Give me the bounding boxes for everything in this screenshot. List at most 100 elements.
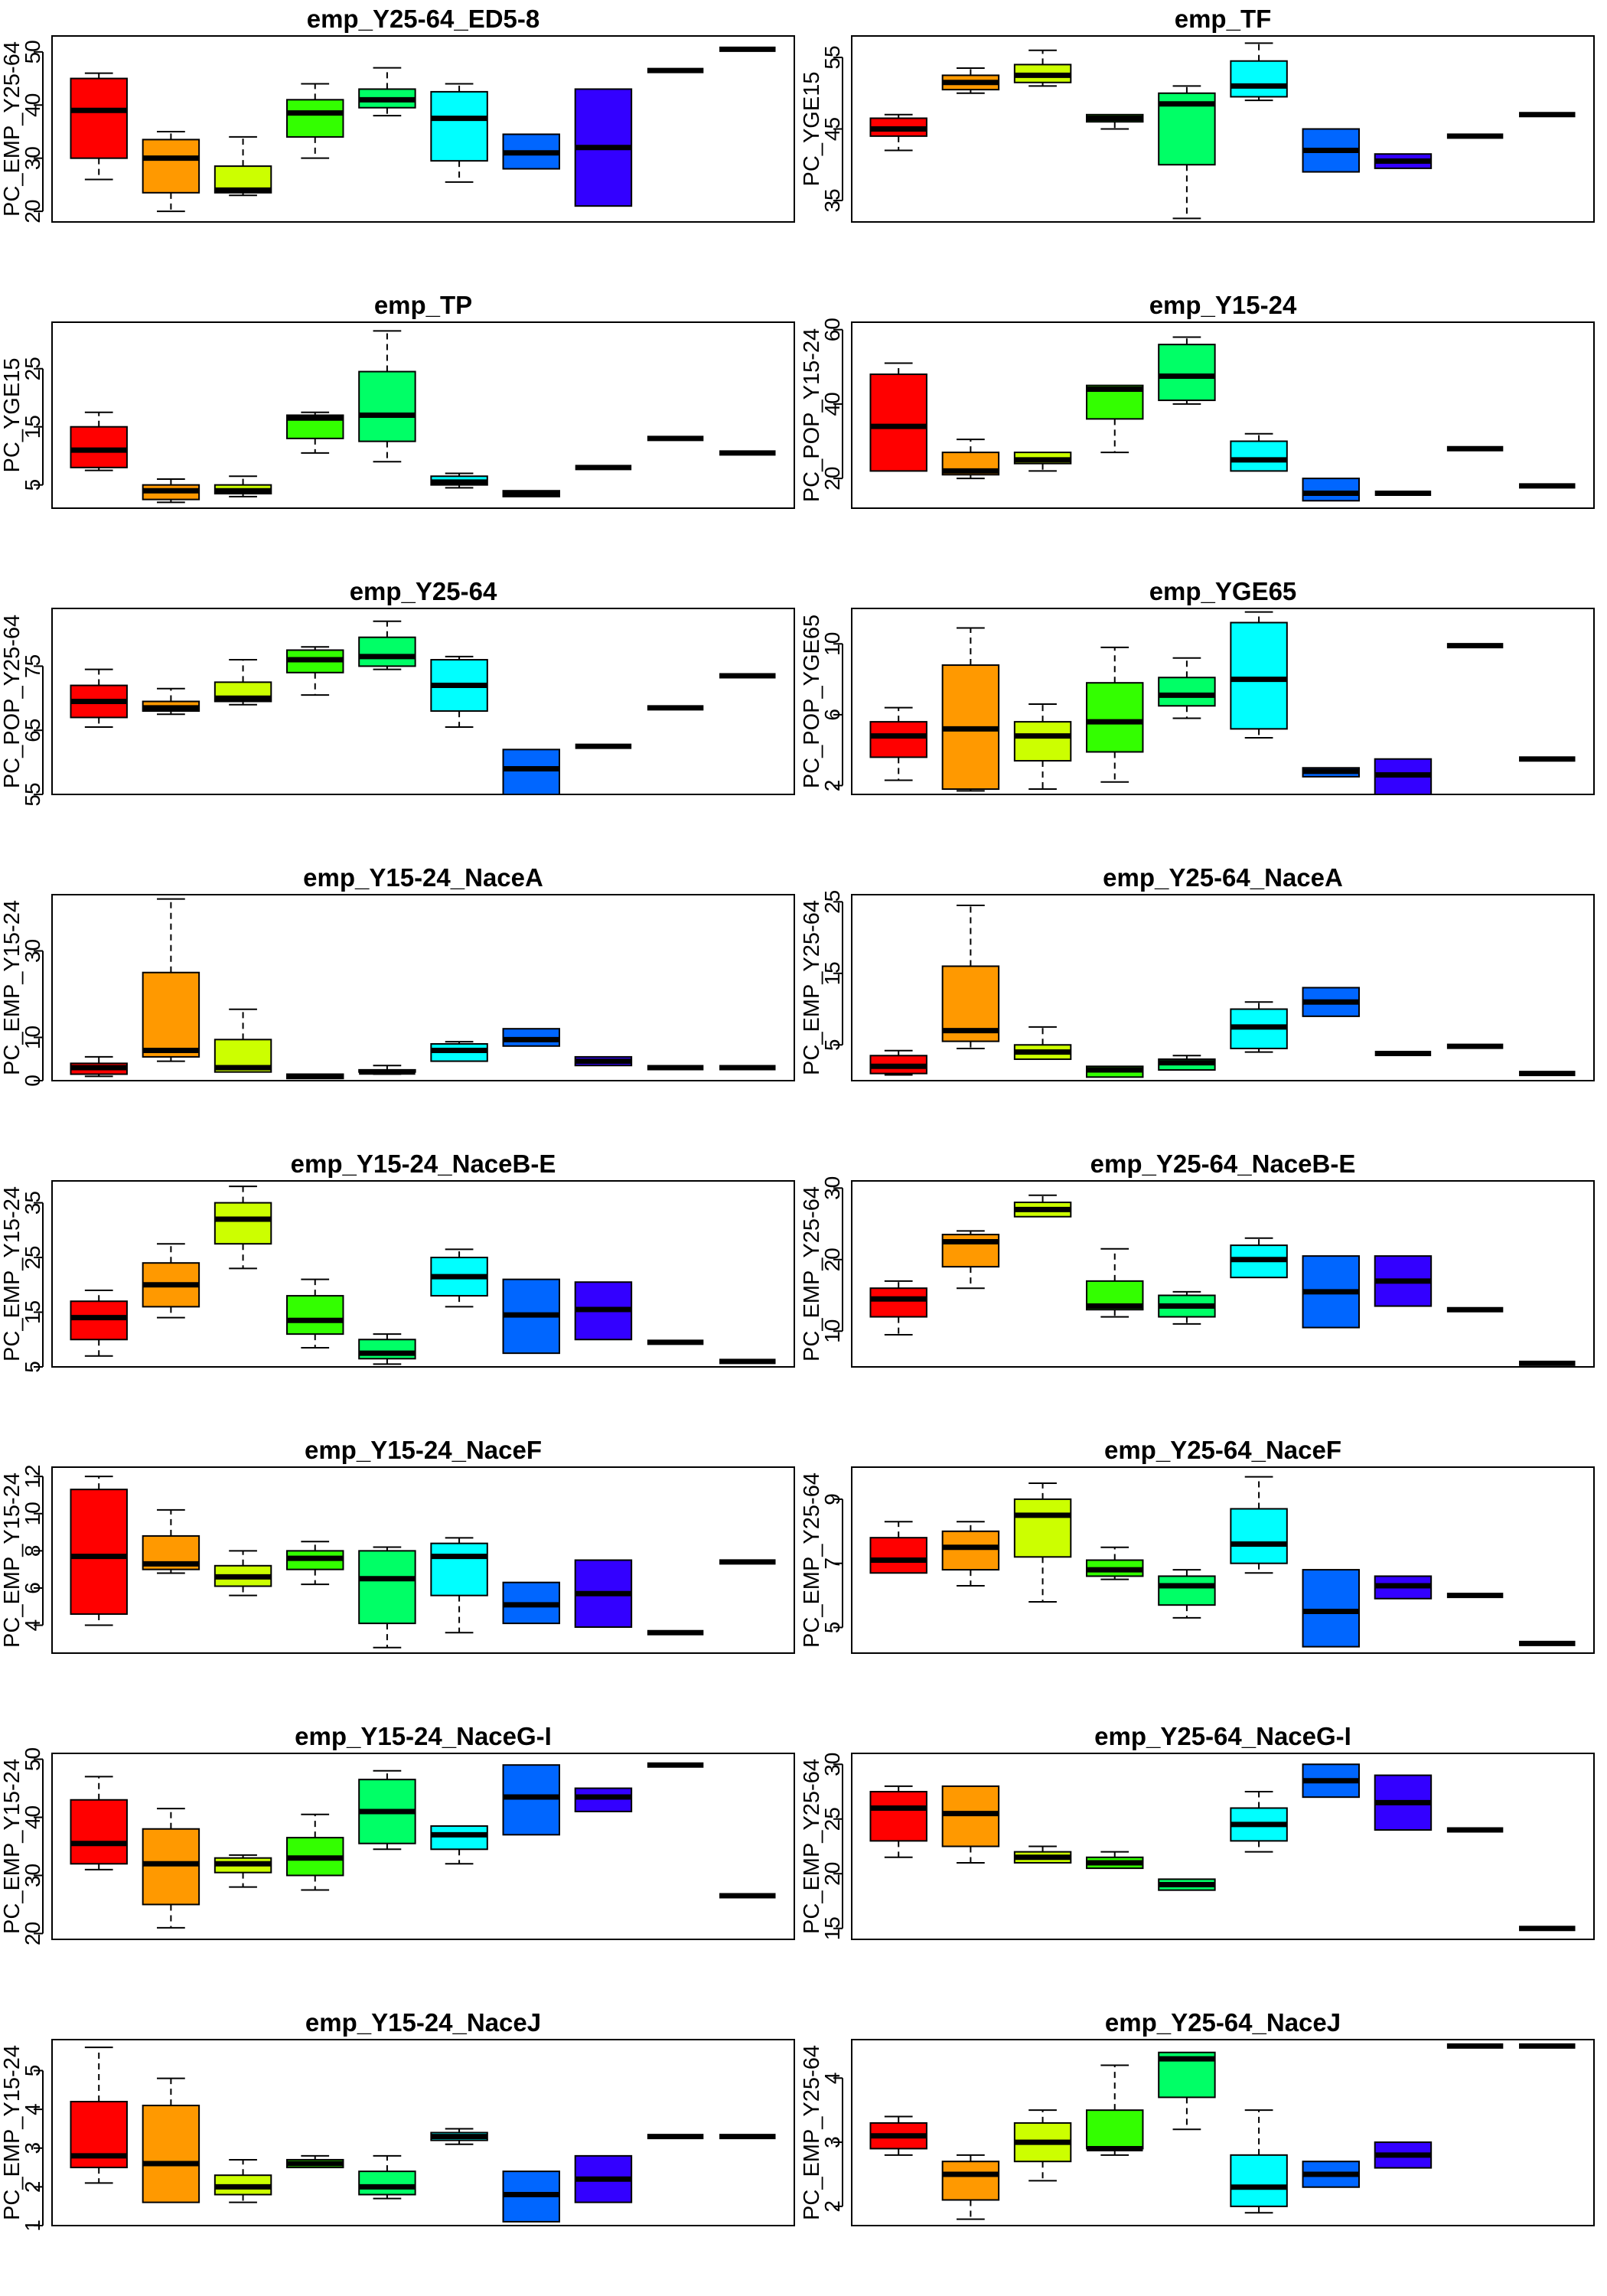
- chart-title: emp_Y25-64_ED5-8: [307, 5, 540, 33]
- box-group-5: [1158, 1055, 1216, 1071]
- box-group-4: [286, 1541, 344, 1586]
- box: [70, 1300, 128, 1341]
- box: [869, 1791, 927, 1842]
- chart-title: emp_Y15-24_NaceG-I: [295, 1722, 552, 1750]
- box-group-8: [1374, 1774, 1433, 1831]
- plot-frame: [851, 321, 1595, 509]
- y-axis-label: PC_EMP_Y15-24: [0, 1186, 24, 1362]
- box: [941, 1785, 1000, 1848]
- box-group-6: [430, 1041, 488, 1062]
- box: [869, 1287, 927, 1318]
- box: [142, 971, 200, 1058]
- box-group-7: [1302, 987, 1360, 1017]
- plot-frame: [851, 1466, 1595, 1654]
- chart-title: emp_Y15-24_NaceB-E: [291, 1150, 556, 1178]
- box-group-5: [358, 1333, 416, 1365]
- y-tick-label: 40: [21, 93, 44, 117]
- y-tick-label: 55: [21, 782, 44, 806]
- box-group-5: [358, 330, 416, 463]
- box-group-8: [574, 88, 633, 207]
- box-group-5: [1158, 1290, 1216, 1325]
- box-group-3: [1013, 2109, 1072, 2182]
- y-tick-label: 25: [820, 1807, 844, 1831]
- y-tick-label: 10: [21, 1502, 44, 1525]
- box-group-5: [1158, 336, 1216, 405]
- box: [869, 721, 927, 758]
- y-tick-label: 20: [820, 1247, 844, 1271]
- box: [286, 1295, 344, 1336]
- box: [70, 1799, 128, 1865]
- panel-emp-y15-24-nacej: emp_Y15-24_NaceJ PC_EMP_Y15-241 2 3 4 5: [0, 2008, 795, 2232]
- box-group-4: [1086, 113, 1144, 130]
- y-tick-label: 4: [820, 2072, 844, 2084]
- box-group-6: [430, 1537, 488, 1634]
- box: [1086, 2109, 1144, 2150]
- box-group-3: [1013, 49, 1072, 87]
- box-group-2: [142, 478, 200, 504]
- box-group-4: [286, 1278, 344, 1349]
- y-tick-label: 30: [21, 1864, 44, 1887]
- box: [869, 373, 927, 472]
- plot-frame: [851, 2039, 1595, 2226]
- y-axis-label: PC_EMP_Y15-24: [0, 2045, 24, 2220]
- box-group-8: [574, 1055, 633, 1067]
- box: [142, 1828, 200, 1906]
- box-group-6: [430, 655, 488, 729]
- box-group-3: [214, 659, 272, 706]
- box: [1302, 478, 1360, 502]
- box-group-2: [142, 898, 200, 1062]
- y-axis-label: PC_YGE15: [800, 72, 824, 187]
- y-tick-label: 50: [21, 1747, 44, 1771]
- box-group-3: [214, 2158, 272, 2203]
- box-group-3: [214, 475, 272, 497]
- box-group-1: [869, 1785, 927, 1858]
- box-group-5: [358, 620, 416, 670]
- box: [502, 748, 560, 796]
- box-group-6: [430, 2128, 488, 2145]
- box: [358, 636, 416, 667]
- y-axis-label: PC_POP_Y15-24: [800, 328, 824, 502]
- y-tick-label: 60: [820, 318, 844, 341]
- box-group-1: [70, 1476, 128, 1626]
- y-tick-label: 2: [21, 2181, 44, 2193]
- box-group-2: [941, 1230, 1000, 1290]
- box-group-6: [430, 83, 488, 183]
- box: [358, 370, 416, 442]
- chart-title: emp_TF: [1175, 5, 1272, 33]
- box-group-8: [574, 1559, 633, 1628]
- box-group-4: [1086, 1851, 1144, 1870]
- y-axis-label: PC_POP_YGE65: [800, 615, 824, 788]
- box-group-5: [358, 67, 416, 117]
- box: [869, 1537, 927, 1574]
- y-tick-label: 40: [21, 1805, 44, 1829]
- chart-title: emp_Y15-24_NaceA: [303, 863, 543, 892]
- chart-title: emp_Y25-64: [350, 577, 497, 605]
- box: [1230, 1508, 1288, 1564]
- y-tick-label: 15: [21, 415, 44, 439]
- y-tick-label: 20: [21, 200, 44, 223]
- y-tick-label: 10: [820, 1319, 844, 1343]
- plot-frame: [51, 1753, 795, 1940]
- box-group-6: [1230, 432, 1288, 472]
- box-group-8: [574, 1281, 633, 1341]
- box-group-4: [286, 1073, 344, 1080]
- y-tick-label: 30: [21, 939, 44, 963]
- box-group-7: [502, 1278, 560, 1355]
- box-group-3: [1013, 1845, 1072, 1864]
- box-group-1: [70, 2047, 128, 2184]
- chart-title: emp_Y25-64_NaceA: [1103, 863, 1343, 892]
- chart-title: emp_Y25-64_NaceB-E: [1090, 1150, 1356, 1178]
- box-group-6: [430, 1825, 488, 1865]
- y-tick-label: 9: [820, 1493, 844, 1505]
- y-tick-label: 10: [820, 632, 844, 656]
- y-tick-label: 2: [820, 780, 844, 792]
- y-tick-label: 35: [21, 1191, 44, 1215]
- panel-emp-y25-64-nacea: emp_Y25-64_NaceA PC_EMP_Y25-645 15 25: [800, 863, 1595, 1081]
- box-group-3: [214, 1186, 272, 1270]
- box: [1158, 1575, 1216, 1606]
- box-group-7: [502, 748, 560, 796]
- y-axis-label: PC_EMP_Y25-64: [800, 1186, 824, 1362]
- box: [1158, 344, 1216, 402]
